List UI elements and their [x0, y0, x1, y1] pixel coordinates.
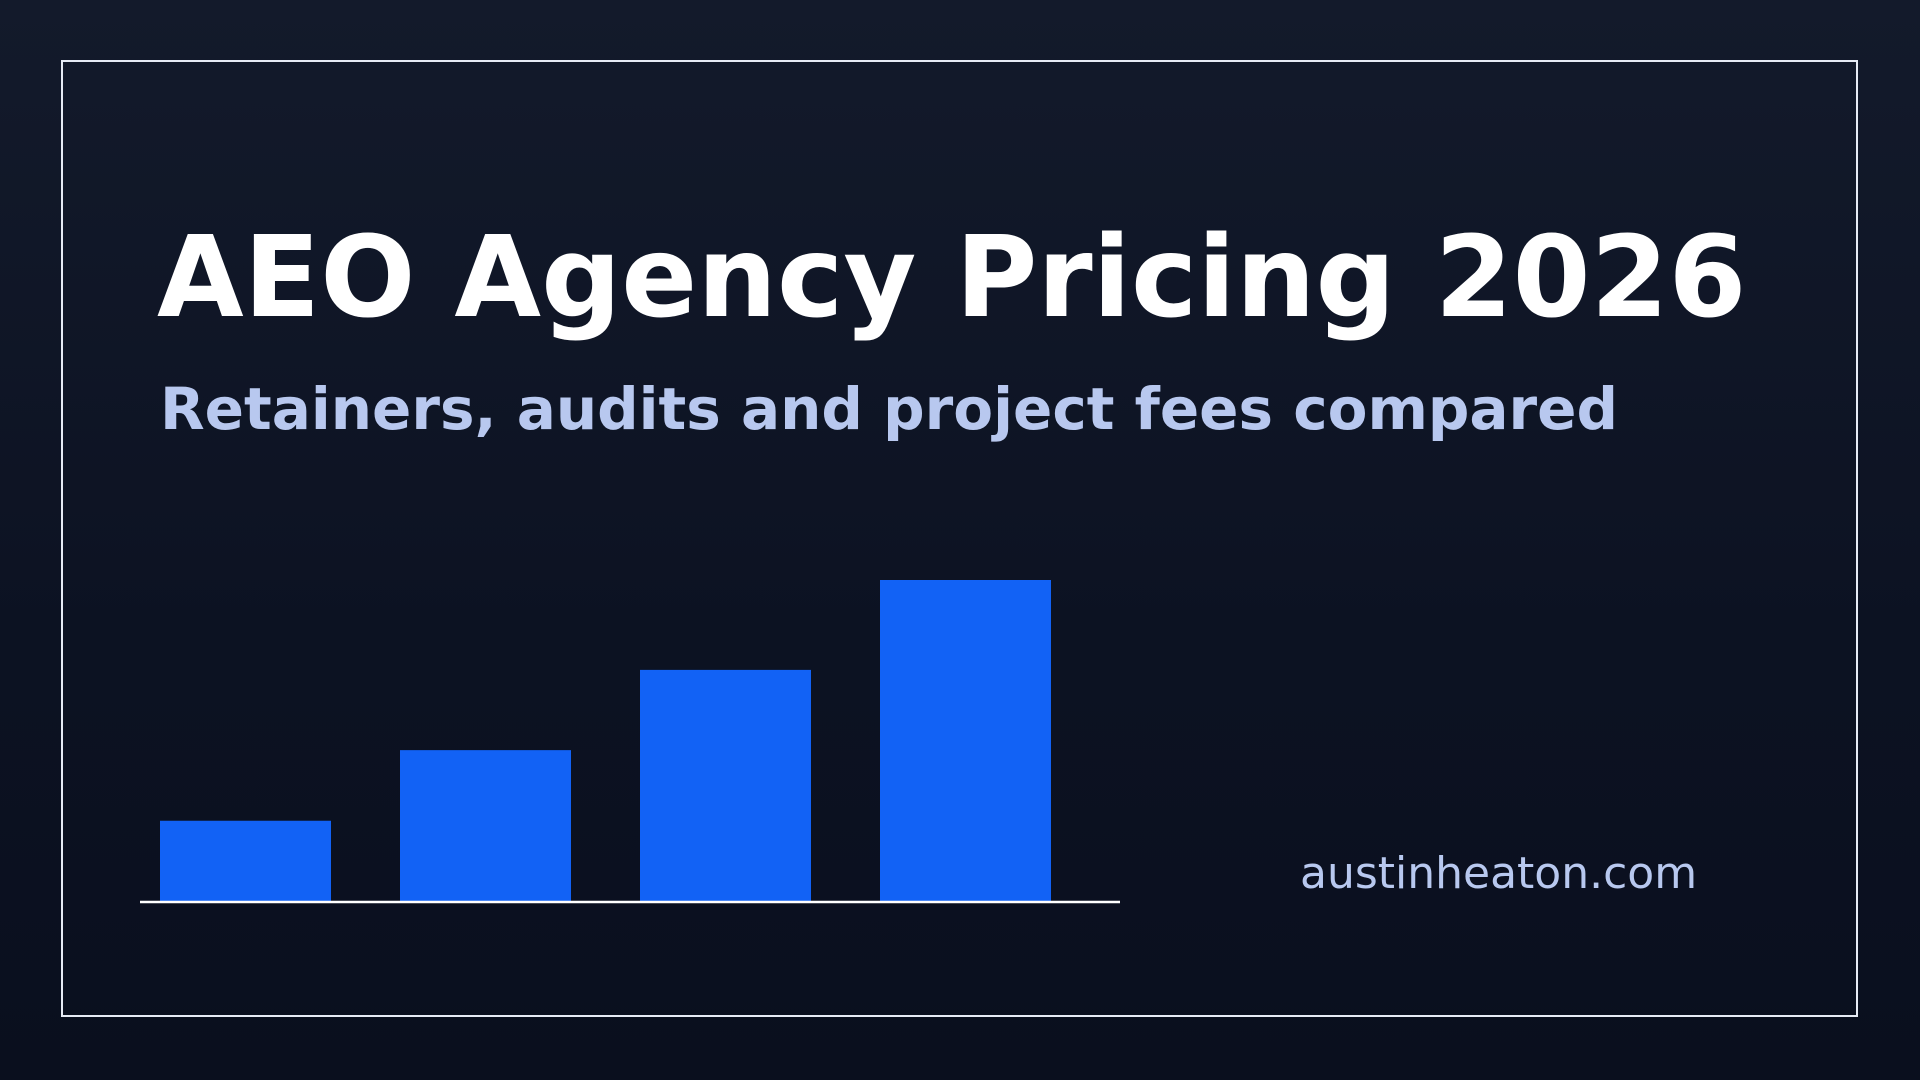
slide-border-frame: [61, 60, 1858, 1017]
page-subtitle: Retainers, audits and project fees compa…: [160, 375, 1619, 443]
bar-3: [640, 669, 811, 901]
website-label: austinheaton.com: [1300, 848, 1698, 899]
page-title: AEO Agency Pricing 2026: [157, 213, 1747, 343]
bar-group: [160, 580, 1051, 901]
bar-2: [400, 750, 571, 901]
bar-4: [880, 580, 1051, 901]
bar-1: [160, 820, 331, 901]
